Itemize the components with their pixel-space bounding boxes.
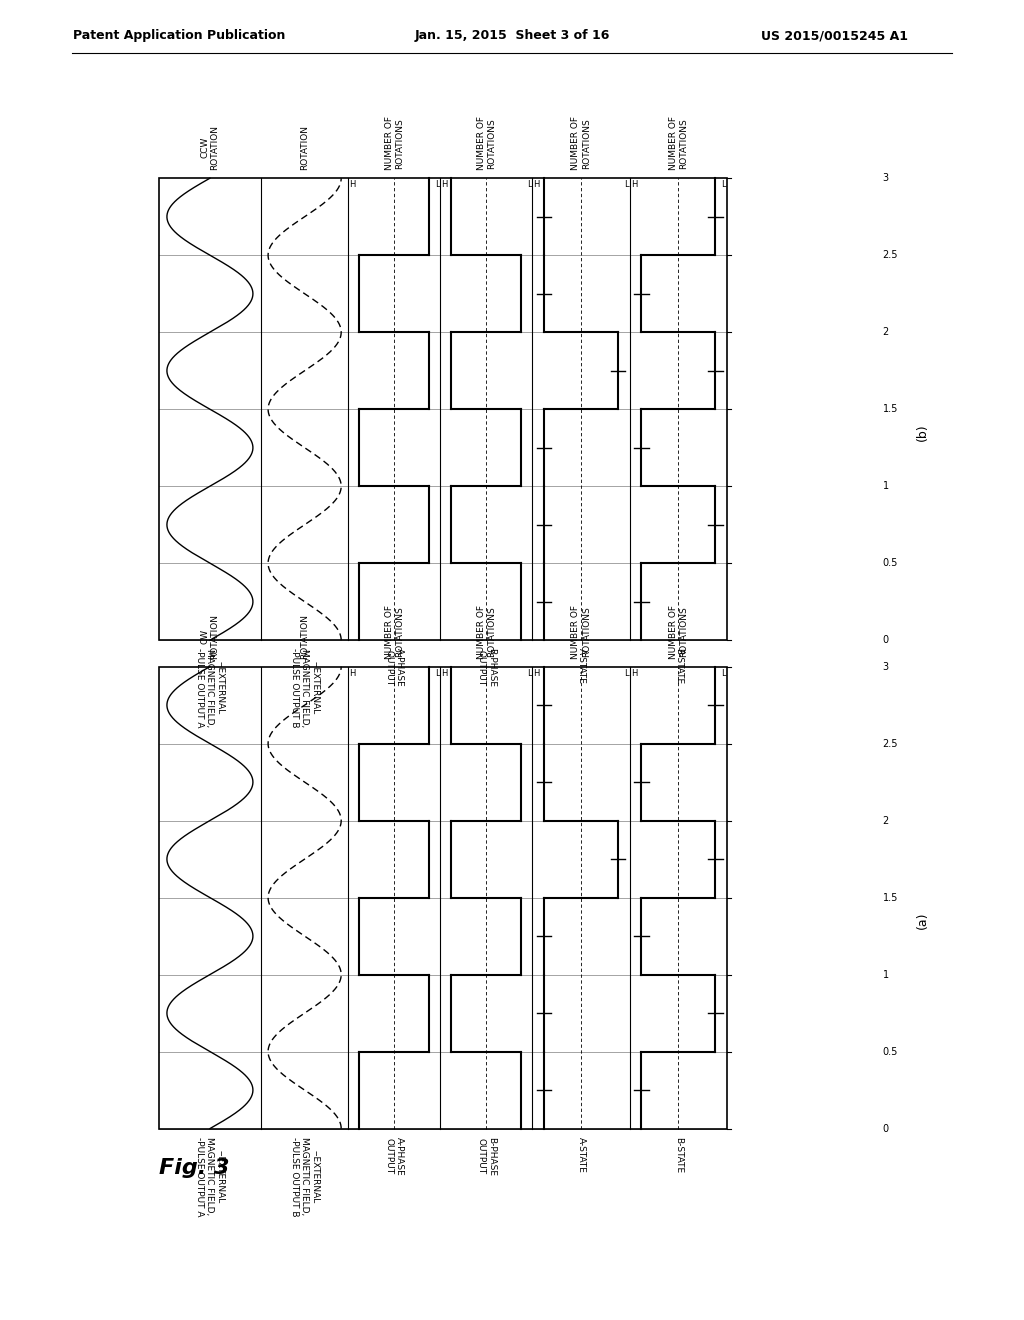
Text: NUMBER OF
ROTATIONS: NUMBER OF ROTATIONS (669, 605, 688, 659)
Text: H: H (534, 181, 540, 189)
Text: 3: 3 (883, 661, 889, 672)
Text: --EXTERNAL
MAGNETIC FIELD,
-PULSE OUTPUT A: --EXTERNAL MAGNETIC FIELD, -PULSE OUTPUT… (195, 1137, 225, 1216)
Text: H: H (349, 181, 355, 189)
Text: B-STATE: B-STATE (674, 1137, 683, 1172)
Text: NUMBER OF
ROTATIONS: NUMBER OF ROTATIONS (571, 605, 591, 659)
Text: L: L (527, 669, 531, 677)
Text: A-STATE: A-STATE (577, 1137, 586, 1172)
Text: H: H (631, 181, 637, 189)
Text: 2.5: 2.5 (883, 251, 898, 260)
Text: ROTATION: ROTATION (300, 125, 309, 170)
Text: NUMBER OF
ROTATIONS: NUMBER OF ROTATIONS (385, 605, 403, 659)
Text: NUMBER OF
ROTATIONS: NUMBER OF ROTATIONS (385, 116, 403, 170)
Text: 0.5: 0.5 (883, 558, 898, 568)
Bar (159, 667, 727, 1129)
Text: NUMBER OF
ROTATIONS: NUMBER OF ROTATIONS (669, 116, 688, 170)
Text: H: H (631, 669, 637, 677)
Text: B-PHASE
OUTPUT: B-PHASE OUTPUT (477, 648, 496, 688)
Text: Patent Application Publication: Patent Application Publication (73, 29, 286, 42)
Text: A-PHASE
OUTPUT: A-PHASE OUTPUT (385, 1137, 403, 1175)
Text: NUMBER OF
ROTATIONS: NUMBER OF ROTATIONS (477, 605, 496, 659)
Text: H: H (441, 669, 447, 677)
Text: --EXTERNAL
MAGNETIC FIELD,
-PULSE OUTPUT A: --EXTERNAL MAGNETIC FIELD, -PULSE OUTPUT… (195, 648, 225, 727)
Text: Fig. 3: Fig. 3 (159, 1158, 229, 1179)
Text: (b): (b) (916, 424, 930, 441)
Text: H: H (349, 669, 355, 677)
Text: A-PHASE
OUTPUT: A-PHASE OUTPUT (385, 648, 403, 686)
Text: L: L (722, 181, 726, 189)
Text: NUMBER OF
ROTATIONS: NUMBER OF ROTATIONS (477, 116, 496, 170)
Text: 1.5: 1.5 (883, 892, 898, 903)
Text: H: H (441, 181, 447, 189)
Text: 2.5: 2.5 (883, 739, 898, 748)
Text: L: L (722, 669, 726, 677)
Text: Jan. 15, 2015  Sheet 3 of 16: Jan. 15, 2015 Sheet 3 of 16 (415, 29, 609, 42)
Text: NUMBER OF
ROTATIONS: NUMBER OF ROTATIONS (571, 116, 591, 170)
Text: 2: 2 (883, 816, 889, 825)
Text: L: L (435, 669, 439, 677)
Text: 0: 0 (883, 635, 889, 645)
Text: 0: 0 (883, 1123, 889, 1134)
Text: A-STATE: A-STATE (577, 648, 586, 684)
Text: 2: 2 (883, 327, 889, 337)
Text: B-STATE: B-STATE (674, 648, 683, 684)
Text: L: L (625, 181, 629, 189)
Text: (a): (a) (916, 912, 930, 929)
Text: --EXTERNAL
MAGNETIC FIELD,
-PULSE OUTPUT B: --EXTERNAL MAGNETIC FIELD, -PULSE OUTPUT… (290, 1137, 319, 1216)
Text: 1.5: 1.5 (883, 404, 898, 414)
Text: H: H (534, 669, 540, 677)
Text: 1: 1 (883, 482, 889, 491)
Text: L: L (527, 181, 531, 189)
Text: B-PHASE
OUTPUT: B-PHASE OUTPUT (477, 1137, 496, 1176)
Text: US 2015/0015245 A1: US 2015/0015245 A1 (761, 29, 908, 42)
Text: 3: 3 (883, 173, 889, 183)
Text: CCW
ROTATION: CCW ROTATION (201, 125, 219, 170)
Text: 0.5: 0.5 (883, 1047, 898, 1056)
Text: 1: 1 (883, 970, 889, 979)
Text: L: L (625, 669, 629, 677)
Text: L: L (435, 181, 439, 189)
Bar (159, 178, 727, 640)
Text: --EXTERNAL
MAGNETIC FIELD,
-PULSE OUTPUT B: --EXTERNAL MAGNETIC FIELD, -PULSE OUTPUT… (290, 648, 319, 727)
Text: ROTATION: ROTATION (300, 614, 309, 659)
Text: CW
ROTATION: CW ROTATION (201, 614, 219, 659)
